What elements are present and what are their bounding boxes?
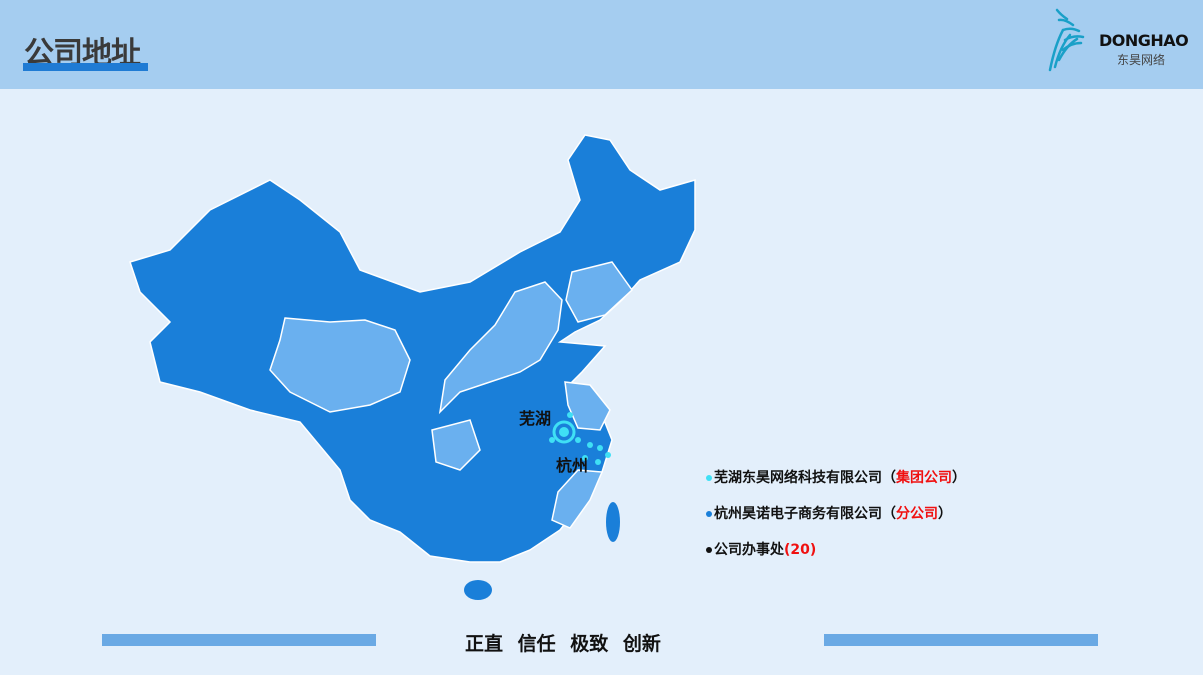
hangzhou-dots [549, 412, 611, 465]
province-zhejiang-fujian [551, 469, 604, 529]
footer-bar-left [102, 634, 376, 646]
logo-subtext: 东昊网络 [1117, 53, 1166, 67]
province-north [438, 281, 563, 415]
province-liaoning [565, 261, 633, 323]
footer-motto: 正直 信任 极致 创新 [465, 633, 661, 655]
title-underline [23, 63, 148, 71]
dot-icon [706, 511, 712, 517]
city-label-wuhu: 芜湖 [519, 409, 552, 428]
legend-item: 芜湖东昊网络科技有限公司（集团公司） [706, 467, 966, 487]
footer-bar-right [824, 634, 1098, 646]
wuhu-marker [559, 427, 569, 437]
header: 公司地址 [0, 0, 1203, 89]
city-label-hangzhou: 杭州 [556, 456, 589, 475]
wuhu-marker-ring [552, 420, 576, 444]
legend-item: 公司办事处(20) [706, 539, 816, 559]
logo-feather-icon [1048, 8, 1085, 72]
logo-text: DONGHAO [1099, 31, 1189, 50]
hainan [464, 580, 492, 600]
legend-item: 杭州昊诺电子商务有限公司（分公司） [706, 503, 952, 523]
province-jiangsu [564, 381, 611, 431]
taiwan [606, 502, 620, 542]
dot-icon [706, 547, 712, 553]
dot-icon [706, 475, 712, 481]
province-qinghai [269, 317, 411, 413]
province-southwest [431, 419, 481, 471]
china-outline [129, 134, 696, 563]
